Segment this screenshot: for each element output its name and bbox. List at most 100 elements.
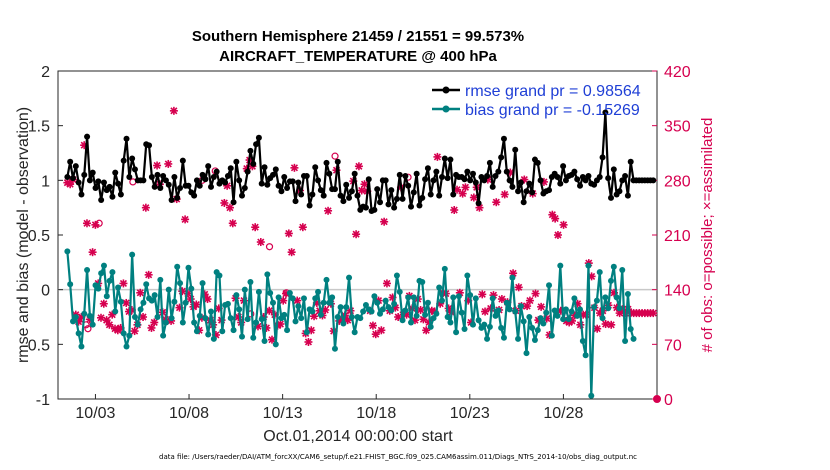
obs-assimilated-marker	[551, 214, 560, 223]
rmse-point	[115, 180, 122, 187]
obs-assimilated-marker	[553, 231, 562, 239]
legend-bias-label: bias grand pr = -0.15269	[465, 102, 640, 119]
rmse-point	[585, 172, 592, 179]
bias-series	[64, 248, 637, 399]
obs-assimilated-marker	[537, 302, 546, 311]
rmse-point	[512, 146, 519, 153]
y-tick-label: 0	[41, 283, 50, 300]
obs-assimilated-marker	[141, 203, 150, 212]
rmse-point	[484, 172, 491, 179]
rmse-point	[608, 194, 615, 201]
bias-point	[613, 294, 620, 301]
rmse-point	[75, 179, 82, 186]
rmse-point	[627, 158, 634, 165]
bias-point	[95, 285, 102, 292]
bias-point	[157, 276, 164, 283]
bias-point	[610, 263, 617, 270]
bias-point	[281, 311, 288, 318]
rmse-point	[520, 199, 527, 206]
obs-assimilated-marker	[181, 215, 190, 224]
obs-assimilated-marker	[371, 330, 380, 339]
rmse-point	[168, 197, 175, 204]
rmse-point	[148, 174, 155, 181]
obs-assimilated-marker	[377, 326, 386, 335]
bias-point	[75, 330, 82, 337]
bias-point	[72, 314, 79, 320]
obs-assimilated-marker	[523, 302, 532, 311]
x-tick-label: 10/03	[75, 405, 115, 422]
obs-assimilated-marker	[150, 318, 159, 327]
obs-assimilated-marker	[380, 217, 389, 226]
bias-point	[419, 279, 426, 286]
bias-point	[315, 288, 322, 295]
rmse-point	[571, 168, 578, 175]
bias-point	[515, 335, 522, 342]
rmse-point	[605, 175, 612, 182]
rmse-point	[354, 192, 361, 199]
rmse-point	[269, 171, 276, 178]
bias-point	[177, 280, 184, 287]
right-axis: 0 70 140 210 280 350 420	[652, 64, 691, 409]
bias-point	[548, 332, 555, 339]
rmse-point	[506, 177, 513, 184]
rmse-point	[529, 189, 536, 196]
rmse-point	[98, 197, 105, 204]
bias-point	[503, 299, 510, 306]
rmse-point	[610, 166, 617, 173]
rmse-point	[320, 192, 327, 199]
chart-subtitle: AIRCRAFT_TEMPERATURE @ 400 hPa	[219, 48, 497, 65]
rmse-point	[69, 175, 76, 182]
obs-assimilated-marker	[228, 219, 237, 228]
bias-point	[444, 314, 451, 320]
rmse-point	[140, 177, 147, 184]
bias-point	[534, 327, 541, 334]
bias-point	[492, 312, 499, 319]
rmse-point	[334, 158, 341, 165]
rmse-point	[92, 184, 99, 191]
rmse-point	[427, 191, 434, 198]
bias-point	[458, 309, 465, 316]
obs-assimilated-marker	[416, 305, 425, 314]
rmse-point	[486, 159, 493, 166]
bias-point	[506, 306, 513, 313]
bias-point	[546, 282, 553, 289]
obs-assimilated-marker	[469, 193, 478, 202]
obs-assimilated-marker	[607, 320, 616, 329]
obs-assimilated-marker	[130, 327, 139, 336]
bias-point	[303, 329, 310, 336]
obs-assimilated-marker	[119, 279, 128, 288]
rmse-point	[500, 135, 507, 142]
y-tick-label: -1	[36, 392, 50, 409]
rmse-point	[515, 188, 522, 195]
bias-point	[517, 303, 524, 310]
bias-point	[292, 318, 299, 325]
bias-point	[230, 327, 237, 334]
rmse-point	[557, 180, 564, 187]
bias-point	[244, 316, 251, 323]
rmse-point	[146, 142, 153, 149]
rmse-point	[100, 179, 107, 186]
bias-point	[402, 307, 409, 314]
rmse-point	[160, 172, 167, 179]
bias-point	[388, 307, 395, 314]
rmse-point	[554, 174, 561, 181]
rmse-point	[464, 168, 471, 175]
x-axis-label: Oct.01,2014 00:00:00 start	[263, 428, 453, 445]
rmse-point	[247, 147, 254, 154]
rmse-point	[509, 183, 516, 190]
bias-point	[320, 299, 327, 306]
rmse-point	[382, 177, 389, 184]
bias-point	[289, 295, 296, 302]
rmse-point	[495, 168, 502, 175]
bias-point	[453, 329, 460, 336]
bias-point	[602, 294, 609, 301]
rmse-point	[303, 172, 310, 179]
rmse-point	[236, 177, 243, 184]
bias-point	[331, 345, 338, 352]
rmse-point	[213, 168, 220, 175]
rmse-point	[602, 109, 609, 116]
bias-point	[312, 295, 319, 302]
bias-point	[193, 328, 200, 335]
bias-point	[500, 334, 507, 341]
rmse-point	[179, 157, 186, 164]
